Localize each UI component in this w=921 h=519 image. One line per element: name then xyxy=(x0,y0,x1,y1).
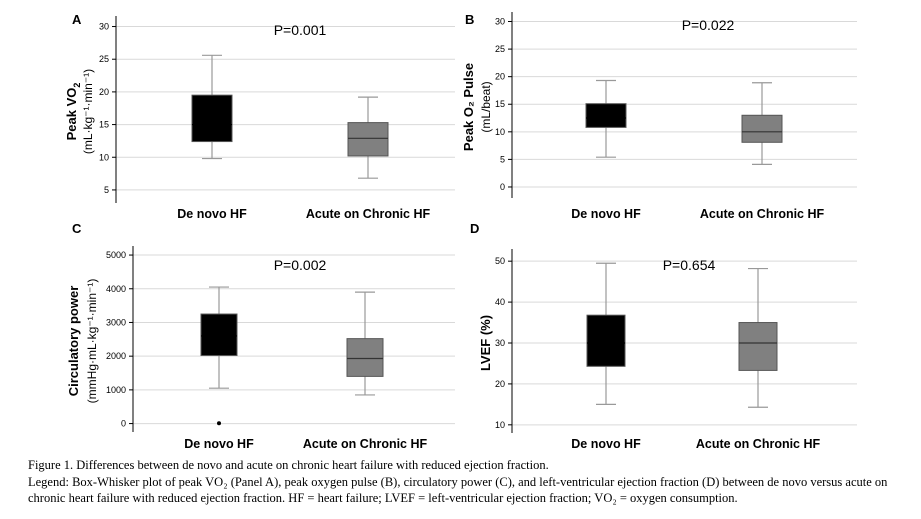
panel-letter: B xyxy=(465,12,474,27)
iqr-box xyxy=(741,114,783,143)
box-de-novo xyxy=(586,262,626,405)
y-tick-label: 10 xyxy=(495,420,505,430)
box-de-novo xyxy=(191,54,233,160)
p-value-label: P=0.022 xyxy=(682,17,735,33)
panel-letter: D xyxy=(470,221,479,236)
y-axis-title: Peak O₂ Pulse xyxy=(461,63,476,151)
y-axis-unit: (mL·kg⁻¹·min⁻¹) xyxy=(81,69,95,154)
y-tick-label: 30 xyxy=(495,17,505,27)
y-axis-title: Circulatory power xyxy=(66,286,81,397)
panel-a: A 5 10 15 20 25 30 Peak VO2 (mL·kg⁻¹·min⁻¹) P=0.0… xyxy=(64,12,455,221)
y-tick-label: 20 xyxy=(495,379,505,389)
box-acute-on-chronic xyxy=(741,82,783,165)
y-tick-label: 30 xyxy=(495,338,505,348)
panel-letter: C xyxy=(72,221,82,236)
y-axis-title: Peak VO2 xyxy=(64,83,82,141)
iqr-box xyxy=(200,313,238,356)
iqr-box xyxy=(346,338,384,377)
x-category-label: De novo HF xyxy=(177,207,247,221)
y-tick-label: 3000 xyxy=(106,317,126,327)
y-tick-label: 0 xyxy=(500,182,505,192)
box-acute-on-chronic xyxy=(347,96,389,179)
panel-d: D 10 20 30 40 50 LVEF (%) P=0.654 De novo HF Acut… xyxy=(470,221,857,450)
iqr-box xyxy=(347,122,389,157)
p-value-label: P=0.001 xyxy=(274,22,327,38)
y-tick-label: 5000 xyxy=(106,250,126,260)
y-tick-label: 5 xyxy=(500,154,505,164)
y-axis-title-subscript: 2 xyxy=(72,83,82,88)
p-value-label: P=0.002 xyxy=(274,257,327,273)
y-axis-unit: (mmHg·mL·kg⁻¹·min⁻¹) xyxy=(85,279,99,404)
panel-c: C 0 1000 2000 3000 4000 5000 Circulatory power (… xyxy=(66,221,455,450)
x-category-label: Acute on Chronic HF xyxy=(700,207,825,221)
iqr-box xyxy=(585,103,627,128)
y-tick-label: 10 xyxy=(495,127,505,137)
iqr-box xyxy=(738,322,778,371)
y-tick-label: 5 xyxy=(104,185,109,195)
y-tick-label: 20 xyxy=(495,72,505,82)
y-axis-unit: (mL/beat) xyxy=(479,81,493,132)
iqr-box xyxy=(586,314,626,367)
panel-b: B 0 5 10 15 20 25 30 Peak O₂ Pulse (mL/beat) P=0.0… xyxy=(461,12,857,221)
y-tick-label: 1000 xyxy=(106,385,126,395)
x-category-label: Acute on Chronic HF xyxy=(303,437,428,450)
y-tick-label: 40 xyxy=(495,297,505,307)
box-de-novo xyxy=(585,79,627,158)
iqr-box xyxy=(191,94,233,143)
x-category-label: De novo HF xyxy=(571,437,641,450)
y-tick-label: 30 xyxy=(99,22,109,32)
y-tick-label: 10 xyxy=(99,152,109,162)
box-acute-on-chronic xyxy=(738,267,778,408)
outlier-point xyxy=(217,421,221,426)
y-tick-label: 20 xyxy=(99,87,109,97)
y-tick-label: 25 xyxy=(495,44,505,54)
y-tick-label: 0 xyxy=(121,419,126,429)
y-axis-title: LVEF (%) xyxy=(478,315,493,371)
y-tick-label: 15 xyxy=(495,99,505,109)
x-category-label: De novo HF xyxy=(571,207,641,221)
panel-letter: A xyxy=(72,12,82,27)
x-category-label: Acute on Chronic HF xyxy=(306,207,431,221)
p-value-label: P=0.654 xyxy=(663,257,716,273)
box-de-novo xyxy=(200,286,238,426)
y-tick-label: 4000 xyxy=(106,284,126,294)
y-tick-label: 15 xyxy=(99,120,109,130)
box-acute-on-chronic xyxy=(346,291,384,396)
figure-caption-legend: Legend: Box-Whisker plot of peak VO₂ (Pa… xyxy=(28,475,888,505)
y-tick-label: 50 xyxy=(495,256,505,266)
x-category-label: Acute on Chronic HF xyxy=(696,437,821,450)
figure-caption-title: Figure 1. Differences between de novo an… xyxy=(28,458,549,472)
y-tick-label: 25 xyxy=(99,54,109,64)
y-tick-label: 2000 xyxy=(106,351,126,361)
x-category-label: De novo HF xyxy=(184,437,254,450)
